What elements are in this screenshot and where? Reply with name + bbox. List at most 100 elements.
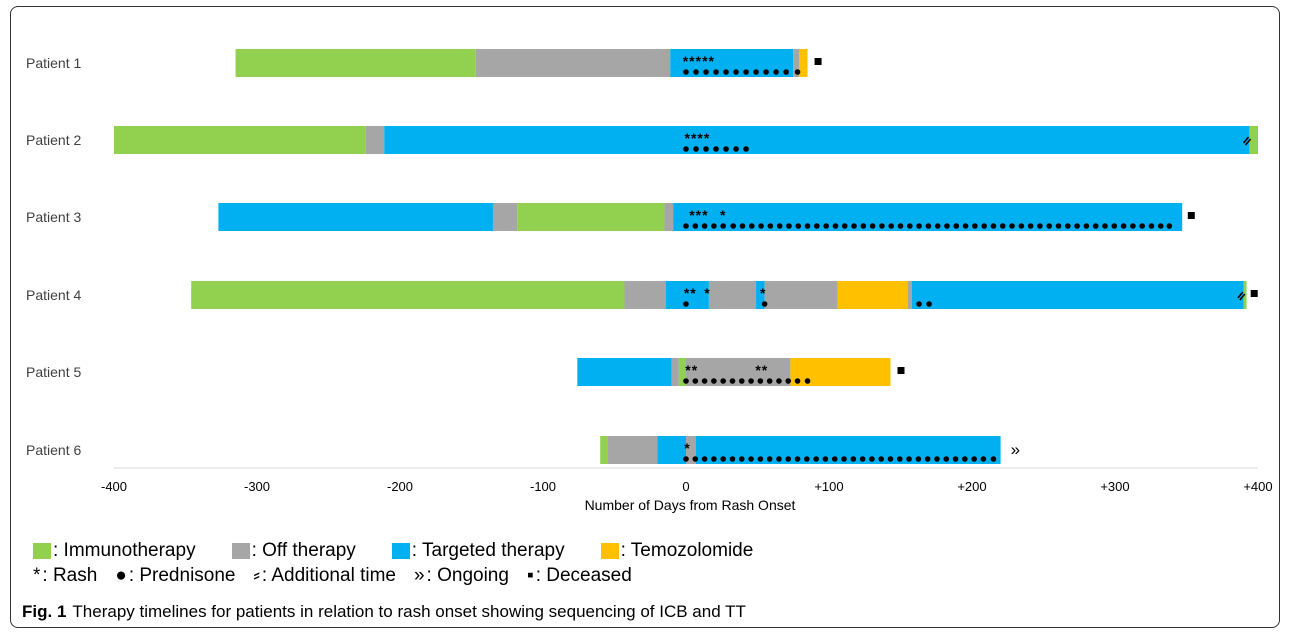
- caption-label: Fig. 1: [22, 602, 67, 621]
- bar-segment-off: [664, 203, 674, 231]
- prednisone-dot: [776, 378, 782, 384]
- prednisone-dot: [723, 146, 729, 152]
- bar-segment-targeted: [384, 126, 1250, 154]
- rash-marker: *****: [683, 53, 715, 69]
- bar-segment-immunotherapy: [1243, 281, 1247, 309]
- bar-segment-immunotherapy: [235, 49, 476, 77]
- bar-segment-immunotherapy: [114, 126, 366, 154]
- prednisone-dot: [692, 223, 699, 229]
- prednisone-dot: [703, 69, 709, 75]
- prednisone-dot: [926, 301, 932, 307]
- prednisone-dot: [701, 456, 708, 462]
- prednisone-dot: [795, 223, 802, 229]
- prednisone-dot: [766, 378, 773, 384]
- prednisone-dot: [776, 456, 782, 462]
- prednisone-dot: [701, 378, 708, 384]
- bar-segment-targeted: [696, 436, 1001, 464]
- prednisone-dot: [766, 456, 773, 462]
- prednisone-dot: [773, 69, 779, 75]
- legend-item-off-therapy: : Off therapy: [231, 540, 356, 562]
- prednisone-dot: [683, 69, 689, 75]
- rash-marker: **: [755, 362, 768, 378]
- prednisone-dot: [748, 223, 755, 229]
- rash-marker: *: [704, 285, 710, 301]
- prednisone-dot: [748, 378, 754, 384]
- bar-segment-off: [492, 203, 518, 231]
- rash-marker: ****: [685, 130, 711, 146]
- prednisone-dot: [743, 146, 749, 152]
- prednisone-dot: [851, 223, 857, 229]
- legend-label-deceased: : Deceased: [535, 565, 632, 586]
- x-tick-label: +300: [1100, 479, 1129, 494]
- legend-item-rash: * : Rash: [33, 565, 97, 587]
- bar-segment-immunotherapy: [678, 358, 686, 386]
- prednisone-dot: [767, 223, 774, 229]
- patient-label: Patient 4: [26, 287, 81, 303]
- prednisone-dot: [999, 223, 1006, 229]
- deceased-square-icon: ▪: [526, 565, 534, 586]
- prednisone-dot: [720, 223, 726, 229]
- bar-segment-immunotherapy: [600, 436, 608, 464]
- legend-label-targeted-therapy: : Targeted therapy: [411, 540, 565, 561]
- bar-segment-temozolomide: [798, 49, 808, 77]
- legend-label-ongoing: : Ongoing: [426, 565, 509, 586]
- bar-segment-immunotherapy: [517, 203, 665, 231]
- prednisone-dot: [804, 378, 811, 384]
- additional-time-break-icon: ⸗: [253, 565, 260, 586]
- prednisone-dot: [878, 456, 884, 462]
- prednisone-dot: [785, 378, 792, 384]
- deceased-marker: [897, 367, 905, 374]
- prednisone-dot: [794, 69, 801, 75]
- prednisone-dot: [1046, 223, 1053, 229]
- legend-item-targeted-therapy: : Targeted therapy: [391, 540, 565, 562]
- prednisone-dot: [720, 456, 726, 462]
- prednisone-dot-icon: ●: [115, 565, 127, 586]
- bar-segment-off: [671, 358, 679, 386]
- prednisone-dot: [980, 456, 987, 462]
- prednisone-dot: [1083, 223, 1090, 229]
- prednisone-dot: [1148, 223, 1155, 229]
- prednisone-dot: [869, 223, 876, 229]
- prednisone-dot: [962, 223, 969, 229]
- prednisone-dot: [1102, 223, 1108, 229]
- prednisone-dot: [924, 456, 931, 462]
- prednisone-dot: [1065, 223, 1071, 229]
- x-tick-label: -100: [530, 479, 556, 494]
- ongoing-arrow-icon: »: [413, 565, 425, 586]
- prednisone-dot: [738, 378, 745, 384]
- bar-segment-off: [475, 49, 671, 77]
- prednisone-dot: [753, 69, 759, 75]
- prednisone-dot: [738, 456, 745, 462]
- prednisone-dot: [758, 223, 764, 229]
- legend-item-temozolomide: : Temozolomide: [600, 540, 753, 562]
- rash-marker: **: [685, 362, 698, 378]
- prednisone-dot: [831, 456, 838, 462]
- additional-time-break: [1242, 136, 1250, 144]
- prednisone-dot: [711, 456, 717, 462]
- rash-marker: *: [684, 440, 690, 456]
- bar-segment-immunotherapy: [191, 281, 625, 309]
- prednisone-dot: [729, 378, 736, 384]
- legend-symbols: * : Rash ● : Prednisone ⸗ : Additional t…: [33, 565, 668, 587]
- prednisone-dot: [1009, 223, 1015, 229]
- rash-marker: *: [760, 285, 766, 301]
- additional-time-break: [1237, 291, 1244, 299]
- prednisone-dot: [757, 378, 764, 384]
- prednisone-dot: [693, 146, 699, 152]
- prednisone-dot: [962, 456, 968, 462]
- prednisone-dot: [813, 456, 819, 462]
- prednisone-dot: [804, 456, 810, 462]
- rash-marker: ***: [689, 207, 708, 223]
- prednisone-dot: [1092, 223, 1099, 229]
- prednisone-dot: [692, 456, 699, 462]
- legend-swatch-off-therapy: [231, 543, 250, 559]
- prednisone-dot: [703, 146, 709, 152]
- bar-segment-off: [764, 281, 838, 309]
- bar-segment-off: [686, 436, 697, 464]
- prednisone-dot: [693, 69, 699, 75]
- prednisone-dot: [733, 146, 739, 152]
- legend-item-prednisone: ● : Prednisone: [115, 565, 235, 587]
- prednisone-dot: [1157, 223, 1164, 229]
- prednisone-dot: [869, 456, 875, 462]
- rash-marker: *: [720, 207, 726, 223]
